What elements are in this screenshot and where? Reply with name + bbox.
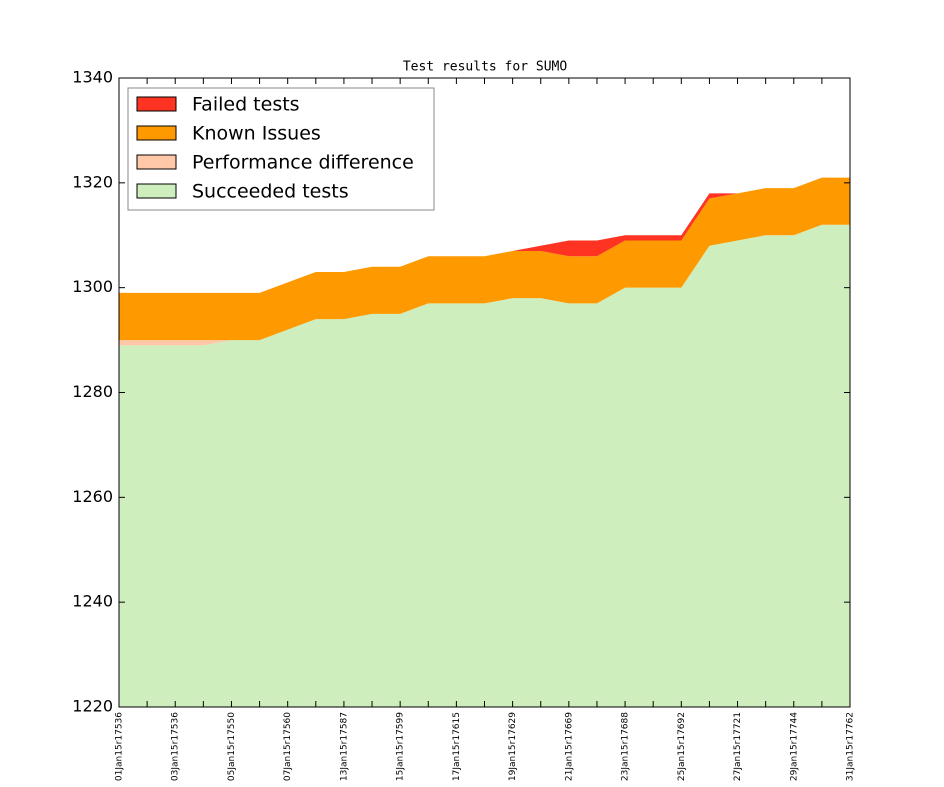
- x-tick-label: 25Jan15r17692: [677, 712, 687, 781]
- legend-swatch: [136, 125, 177, 141]
- y-tick-label: 1340: [72, 68, 113, 87]
- legend-box: [127, 87, 435, 211]
- y-tick-label: 1280: [72, 382, 113, 401]
- legend: Failed tests Known Issues Performance diff…: [127, 87, 435, 211]
- x-tick-label: 01Jan15r17536: [115, 712, 125, 781]
- x-tick-label: 29Jan15r17744: [789, 712, 799, 781]
- x-tick-label: 05Jan15r17550: [227, 712, 237, 781]
- legend-label: Known Issues: [192, 123, 321, 145]
- area: [119, 224, 850, 707]
- legend-swatch: [136, 154, 177, 170]
- x-tick-label: 23Jan15r17688: [621, 712, 631, 781]
- x-tick-label: 15Jan15r17599: [396, 712, 406, 781]
- chart-title: Test results for SUMO: [403, 60, 568, 75]
- y-tick-label: 1220: [72, 697, 113, 716]
- x-tick-label: 19Jan15r17629: [508, 712, 518, 781]
- x-tick-label: 13Jan15r17587: [339, 712, 349, 781]
- y-tick-label: 1300: [72, 277, 113, 296]
- y-tick-label: 1260: [72, 487, 113, 506]
- legend-swatch: [136, 183, 177, 199]
- legend-label: Succeeded tests: [192, 181, 349, 203]
- y-tick-label: 1240: [72, 592, 113, 611]
- x-tick-label: 17Jan15r17615: [452, 712, 462, 781]
- legend-swatch: [136, 96, 177, 112]
- legend-label: Performance difference: [192, 152, 414, 174]
- x-tick-label: 07Jan15r17560: [283, 712, 293, 781]
- y-tick-label: 1320: [72, 172, 113, 191]
- legend-label: Failed tests: [192, 94, 300, 116]
- x-tick-label: 03Jan15r17536: [171, 712, 181, 781]
- x-tick-label: 31Jan15r17762: [846, 712, 856, 781]
- area: [119, 177, 850, 341]
- x-tick-label: 27Jan15r17721: [733, 712, 743, 781]
- x-tick-label: 21Jan15r17669: [564, 712, 574, 781]
